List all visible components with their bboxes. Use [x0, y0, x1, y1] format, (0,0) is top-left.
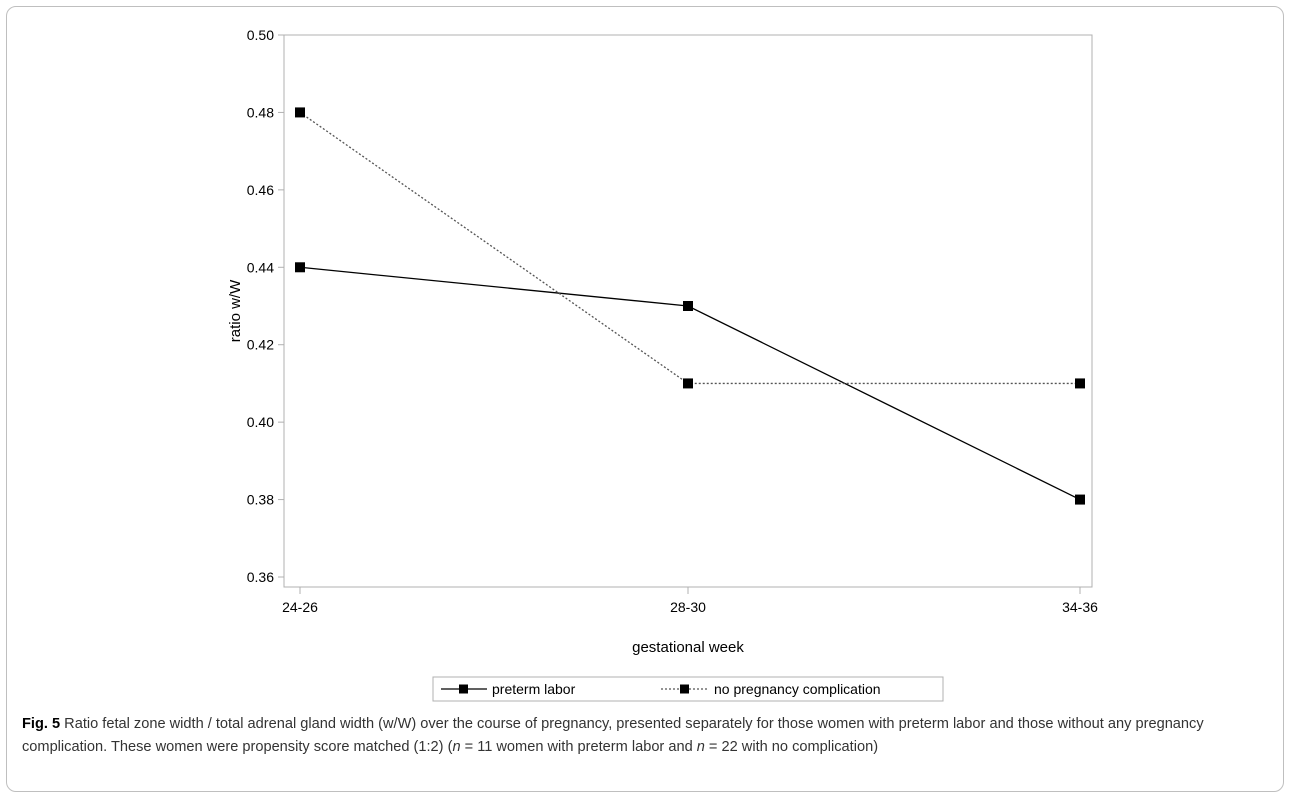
y-tick-label: 0.40 — [247, 414, 274, 430]
caption-n-symbol-2: n — [696, 739, 705, 755]
series-line-1 — [299, 111, 1080, 385]
legend-box — [432, 676, 944, 702]
x-axis-label: gestational week — [632, 639, 744, 656]
x-axis: 24-26 28-30 34-36 — [282, 587, 1098, 615]
data-point — [295, 107, 305, 118]
caption-n-symbol-1: n — [452, 739, 461, 755]
line-chart: 0.36 0.38 0.40 0.42 0.44 0.46 0.48 0.50 24-26 28… — [227, 27, 1098, 702]
data-point — [1075, 378, 1085, 389]
x-tick-label: 28-30 — [670, 599, 706, 615]
figure-frame — [6, 6, 1284, 792]
y-tick-label: 0.50 — [247, 27, 274, 43]
y-tick-label: 0.46 — [247, 182, 274, 198]
legend-marker-preterm-labor — [459, 684, 468, 694]
figure-label: Fig. 5 — [22, 716, 61, 732]
x-tick-label: 24-26 — [282, 599, 318, 615]
legend-marker-no-complication — [680, 684, 689, 694]
y-tick-label: 0.36 — [247, 569, 274, 585]
y-axis: 0.36 0.38 0.40 0.42 0.44 0.46 0.48 0.50 — [247, 27, 284, 585]
series-layer — [295, 107, 1085, 505]
y-tick-label: 0.44 — [247, 259, 274, 275]
data-point — [683, 301, 693, 311]
caption-text-1: Ratio fetal zone width / total adrenal g… — [22, 716, 1204, 755]
y-tick-label: 0.42 — [247, 337, 274, 353]
legend: preterm labor no pregnancy complication — [432, 676, 944, 702]
caption-text-3: = 22 with no complication) — [704, 739, 879, 755]
data-point — [295, 262, 305, 273]
data-point — [1075, 494, 1085, 505]
legend-label-preterm-labor: preterm labor — [492, 681, 576, 697]
x-tick-label: 34-36 — [1062, 599, 1098, 615]
y-axis-label: ratio w/W — [227, 279, 244, 342]
y-tick-label: 0.38 — [247, 492, 274, 508]
figure-caption: Fig. 5 Ratio fetal zone width / total ad… — [22, 713, 1267, 759]
data-point — [683, 378, 693, 389]
caption-text-2: = 11 women with preterm labor and — [460, 739, 697, 755]
y-tick-label: 0.48 — [247, 104, 274, 120]
legend-label-no-complication: no pregnancy complication — [714, 681, 881, 697]
